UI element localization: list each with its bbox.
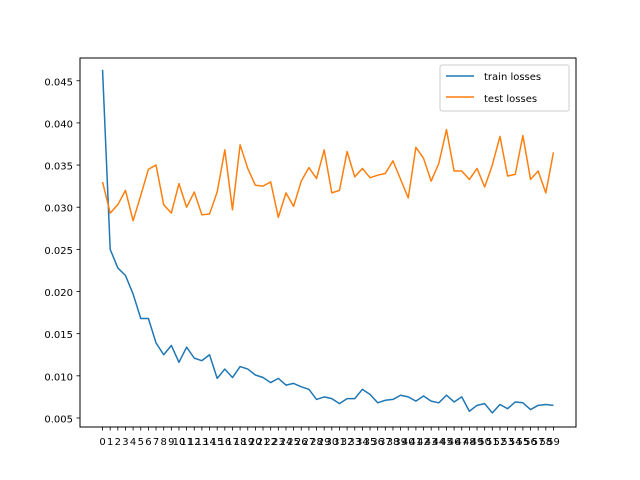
x-tick-label: 23 [272,437,285,448]
y-tick-label: 0.040 [44,119,73,130]
x-tick-label: 39 [394,437,407,448]
x-tick-label: 1 [107,437,113,448]
x-tick-label: 18 [234,437,247,448]
y-tick-label: 0.045 [44,77,73,88]
x-tick-label: 47 [455,437,468,448]
x-tick-label: 41 [410,437,423,448]
legend: train losses test losses [439,64,570,112]
x-tick-label: 56 [524,437,537,448]
x-tick-label: 6 [145,437,151,448]
x-tick-label: 14 [203,437,216,448]
x-tick-label: 12 [188,437,201,448]
x-tick-label: 31 [333,437,346,448]
x-tick-label: 33 [348,437,361,448]
x-tick-label: 51 [486,437,499,448]
y-axis: 0.005 0.010 0.015 0.020 0.025 0.030 0.035 0.040… [44,77,80,425]
y-tick-label: 0.025 [44,246,73,257]
x-tick-label: 8 [160,437,166,448]
x-tick-label: 34 [356,437,369,448]
x-tick-label: 49 [471,437,484,448]
x-tick-label: 30 [325,437,338,448]
x-tick-label: 20 [249,437,262,448]
y-tick-label: 0.030 [44,204,73,215]
x-tick-label: 4 [130,437,136,448]
legend-label-test: test losses [484,94,537,105]
x-tick-label: 58 [539,437,552,448]
y-tick-label: 0.010 [44,372,73,383]
x-tick-label: 37 [379,437,392,448]
x-tick-label: 45 [440,437,453,448]
series-line-train [101,69,554,414]
x-tick-label: 3 [122,437,128,448]
x-tick-label: 26 [295,437,308,448]
y-tick-label: 0.035 [44,162,73,173]
x-tick-label: 2 [115,437,121,448]
plot-frame [79,57,577,428]
x-tick-label: 29 [318,437,331,448]
x-tick-label: 59 [547,437,560,448]
x-tick-label: 57 [532,437,545,448]
x-tick-label: 50 [478,437,491,448]
x-tick-label: 36 [371,437,384,448]
x-tick-label: 35 [364,437,377,448]
x-tick-label: 32 [341,437,354,448]
x-axis: 0 1 2 3 4 5 6 7 8 9101112131415161718192021222324… [99,427,560,448]
x-tick-label: 24 [280,437,293,448]
x-tick-label: 55 [517,437,530,448]
x-tick-label: 19 [241,437,254,448]
series-line-test [101,128,555,222]
x-tick-label: 22 [264,437,277,448]
x-tick-label: 38 [387,437,400,448]
x-tick-label: 7 [153,437,159,448]
x-tick-label: 44 [432,437,445,448]
x-tick-label: 42 [417,437,430,448]
x-tick-label: 28 [310,437,323,448]
x-tick-label: 43 [425,437,438,448]
x-tick-label: 53 [501,437,514,448]
x-tick-label: 9 [168,437,174,448]
x-tick-label: 5 [138,437,144,448]
x-tick-label: 46 [448,437,461,448]
x-tick-label: 13 [196,437,209,448]
y-tick-label: 0.020 [44,288,73,299]
x-tick-label: 25 [287,437,300,448]
x-tick-label: 40 [402,437,415,448]
legend-label-train: train losses [484,72,541,83]
x-tick-label: 27 [303,437,316,448]
x-tick-label: 21 [257,437,270,448]
x-tick-label: 10 [173,437,186,448]
y-tick-label: 0.015 [44,330,73,341]
y-tick-label: 0.005 [44,414,73,425]
x-tick-label: 17 [226,437,239,448]
x-tick-label: 16 [218,437,231,448]
x-tick-label: 0 [99,437,105,448]
x-tick-label: 11 [180,437,193,448]
plot-lines [101,69,555,414]
x-tick-label: 52 [494,437,507,448]
x-tick-label: 48 [463,437,476,448]
x-tick-label: 15 [211,437,224,448]
x-tick-label: 54 [509,437,522,448]
